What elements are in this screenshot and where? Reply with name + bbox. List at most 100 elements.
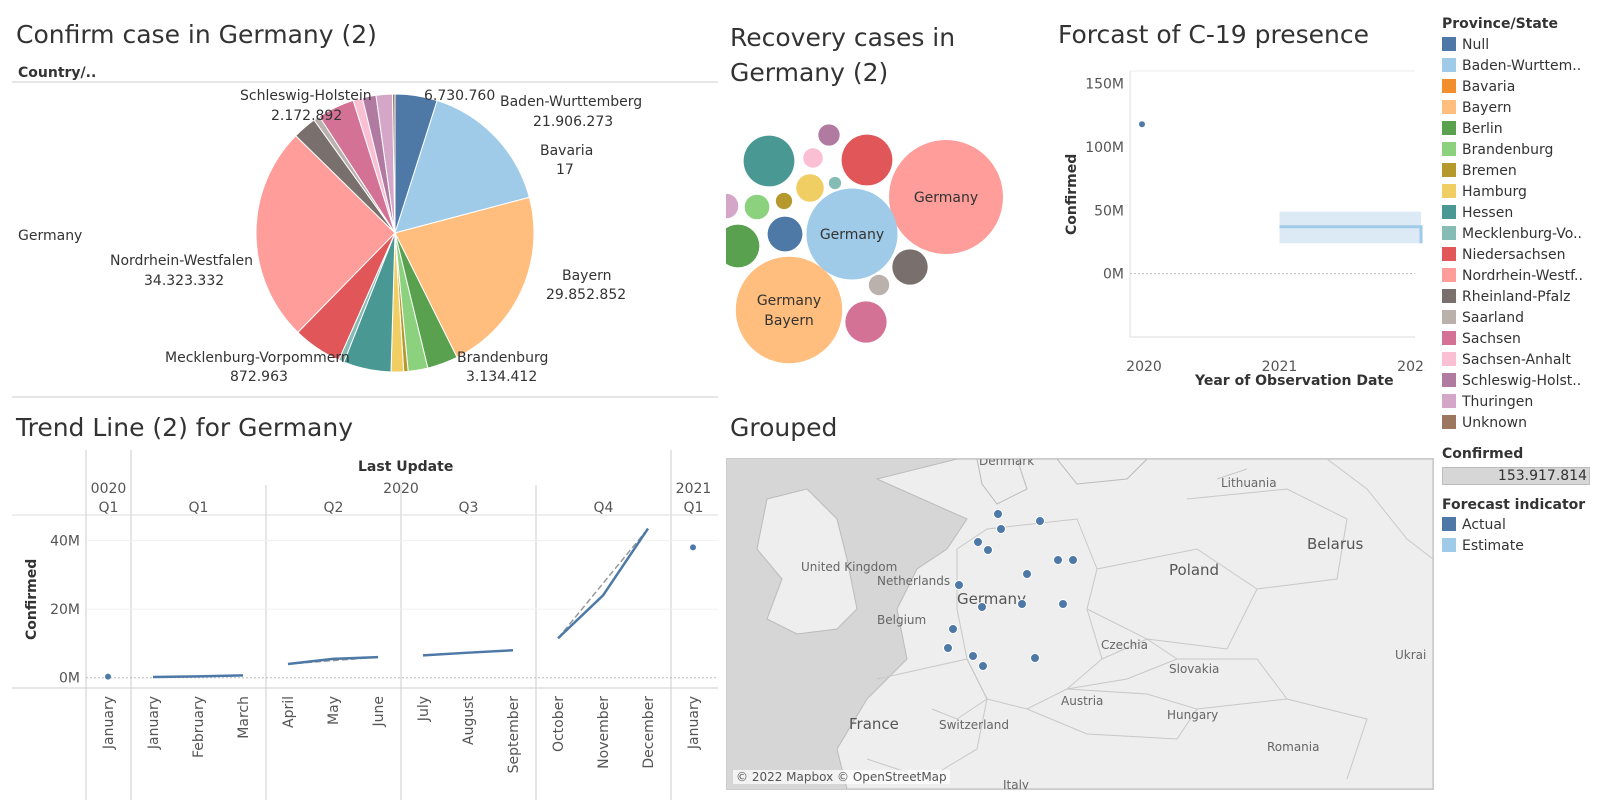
map-point[interactable] [1068,555,1078,565]
map-point[interactable] [983,545,993,555]
legend-item-baden-wurttem[interactable]: Baden-Wurttem.. [1442,56,1581,76]
legend-item-sachsen[interactable]: Sachsen [1442,329,1521,349]
trend-month-label: May [326,696,342,725]
bubble-bayern[interactable] [735,256,843,364]
legend-item-saarland[interactable]: Saarland [1442,308,1524,328]
pie-slice-baden-wurttemberg[interactable] [394,99,530,234]
bubble-bremen[interactable] [775,192,793,210]
map-point[interactable] [943,643,953,653]
trend-month-label: January [686,696,702,750]
pie-chart: Country/.. Germany 6.730.760 Baden-Wurtt… [12,65,718,398]
legend-forecast-estimate[interactable]: Estimate [1442,536,1524,556]
map-point[interactable] [948,624,958,634]
legend-item-bayern[interactable]: Bayern [1442,98,1511,118]
bubble-berlin[interactable] [726,224,760,268]
trend-line-q4 [557,528,649,639]
legend-item-niedersachsen[interactable]: Niedersachsen [1442,245,1565,265]
map-point[interactable] [1053,555,1063,565]
bubble-thuringen[interactable] [726,193,739,219]
legend-item-rheinland-pfalz[interactable]: Rheinland-Pfalz [1442,287,1570,307]
pie-slice-nordrhein-westfalen[interactable] [255,135,396,334]
forecast-y-tick: 0M [1103,267,1124,283]
map-point[interactable] [1035,516,1045,526]
trend-y-tick: 20M [50,602,80,618]
bubble-baden-wurttemberg[interactable] [806,188,898,280]
legend-swatch [1442,415,1456,429]
trend-series-q1[interactable] [152,674,244,679]
legend-item-unknown[interactable]: Unknown [1442,413,1527,433]
bubble-nordrhein-westfalen[interactable] [889,140,1003,254]
trend-series-q3[interactable] [422,649,514,657]
legend-swatch [1442,394,1456,408]
legend-item-nordrhein-westf[interactable]: Nordrhein-Westf.. [1442,266,1583,286]
map-point[interactable] [1058,599,1068,609]
legend-item-label: Unknown [1462,415,1527,431]
legend-swatch [1442,331,1456,345]
legend-item-sachsen-anhalt[interactable]: Sachsen-Anhalt [1442,350,1571,370]
forecast-estimate-line[interactable] [1279,225,1423,244]
legend-forecast-title: Forecast indicator [1442,497,1586,513]
map-point[interactable] [1022,569,1032,579]
trend-point[interactable] [105,673,111,680]
bubble-rheinland-pfalz[interactable] [892,249,928,285]
bubble-niedersachsen[interactable] [841,134,893,186]
bubble-null[interactable] [767,216,803,252]
trend-grid [12,450,718,800]
trend-point[interactable] [690,544,696,551]
pie-slice-unknown[interactable] [391,93,396,234]
map-point[interactable] [1030,653,1040,663]
pie-slice-bayern[interactable] [394,196,535,359]
trend-month-label: January [146,696,162,750]
map-point[interactable] [996,524,1006,534]
trend-y-ticks: 40M 20M 0M [50,534,80,687]
legend-swatch [1442,226,1456,240]
legend-item-berlin[interactable]: Berlin [1442,119,1503,139]
map-point[interactable] [1017,599,1027,609]
map-point[interactable] [993,509,1003,519]
forecast-y-axis-title: Confirmed [1064,154,1080,235]
bubble-mecklenburg-vorpommern[interactable] [828,176,842,190]
map-point[interactable] [973,537,983,547]
legend-forecast-actual[interactable]: Actual [1442,515,1506,535]
legend-item-bavaria[interactable]: Bavaria [1442,77,1515,97]
bubble-sachsen[interactable] [845,301,887,343]
map-point[interactable] [954,580,964,590]
pie-label-null: 6.730.760 [424,88,495,104]
legend-item-mecklenburg-vo[interactable]: Mecklenburg-Vo.. [1442,224,1582,244]
map-point[interactable] [977,602,987,612]
trend-marks [105,527,696,680]
bubble-saarland[interactable] [868,274,890,296]
trend-series-q2[interactable] [287,655,379,666]
bubble-label-baden-wurttemberg: Germany [820,227,884,243]
forecast-x-tick: 2022 [1397,359,1425,375]
bubble-sachsen-anhalt[interactable] [803,148,823,168]
trend-month-label: August [461,695,477,745]
map-copyright[interactable]: © 2022 Mapbox © OpenStreetMap [733,770,950,784]
pie-label-bayern-name: Bayern [562,268,611,284]
legend-item-thuringen[interactable]: Thuringen [1442,392,1533,412]
map-point[interactable] [978,661,988,671]
trend-series-q4[interactable] [557,527,650,640]
legend-item-brandenburg[interactable]: Brandenburg [1442,140,1553,160]
bubble-brandenburg[interactable] [744,194,770,220]
legend-item-label: Hamburg [1462,184,1527,200]
germany-map[interactable]: Denmark Lithuania United Kingdom Netherland… [726,458,1434,790]
legend-item-hessen[interactable]: Hessen [1442,203,1513,223]
map-label-austria: Austria [1061,694,1103,708]
bubble-hessen[interactable] [743,135,795,187]
pie-label-bayern-value: 29.852.852 [546,287,626,303]
legend-swatch [1442,184,1456,198]
legend-swatch [1442,58,1456,72]
bubble-hamburg[interactable] [796,174,824,202]
legend-item-bremen[interactable]: Bremen [1442,161,1517,181]
legend-item-label: Nordrhein-Westf.. [1462,268,1583,284]
legend-item-schleswig-holst[interactable]: Schleswig-Holst.. [1442,371,1581,391]
forecast-actual-point[interactable] [1139,121,1145,128]
legend-forecast-actual-label: Actual [1462,517,1506,533]
legend-item-hamburg[interactable]: Hamburg [1442,182,1527,202]
map-point[interactable] [968,651,978,661]
legend-province-title: Province/State [1442,16,1558,32]
legend-item-label: Berlin [1462,121,1503,137]
legend-item-null[interactable]: Null [1442,35,1489,55]
bubble-schleswig-holstein[interactable] [818,124,840,146]
